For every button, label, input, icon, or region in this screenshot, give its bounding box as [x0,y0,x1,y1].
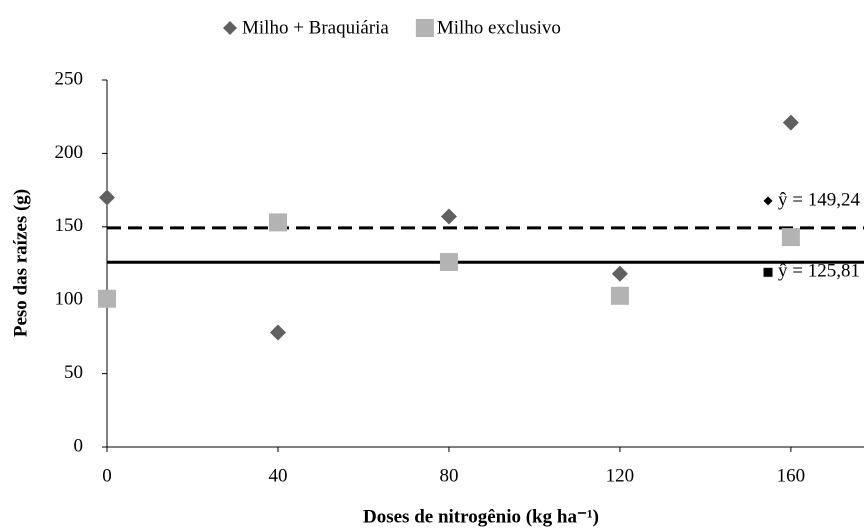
x-tick-label: 80 [439,465,458,486]
point [98,289,116,308]
y-tick-label: 150 [55,215,84,236]
point [99,189,115,206]
legend-marker [223,21,237,35]
x-tick-label: 160 [777,465,806,486]
y-tick-label: 250 [55,68,84,89]
point [439,253,458,272]
point [781,228,800,247]
point [269,324,286,341]
fit-label-marker [763,196,773,206]
x-axis-title: Doses de nitrogênio (kg ha⁻¹) [363,506,599,527]
point [440,208,457,225]
y-axis-title: Peso das raízes (g) [10,189,31,337]
y-tick-label: 100 [55,289,84,310]
point [782,114,799,131]
legend-label: Milho + Braquiária [242,17,389,38]
y-tick-label: 200 [55,142,84,163]
fit-label: ŷ = 125,81 [778,261,860,282]
fit-label: ŷ = 149,24 [778,189,860,210]
x-tick-label: 40 [268,465,287,486]
x-tick-label: 120 [606,465,635,486]
legend-marker [415,19,434,37]
point [610,286,629,305]
x-tick-label: 0 [102,465,112,486]
y-tick-label: 0 [74,435,84,456]
y-tick-label: 50 [64,362,83,383]
point [268,213,287,232]
legend-label: Milho exclusivo [437,17,561,38]
fit-label-marker [763,267,773,277]
point [611,265,628,282]
